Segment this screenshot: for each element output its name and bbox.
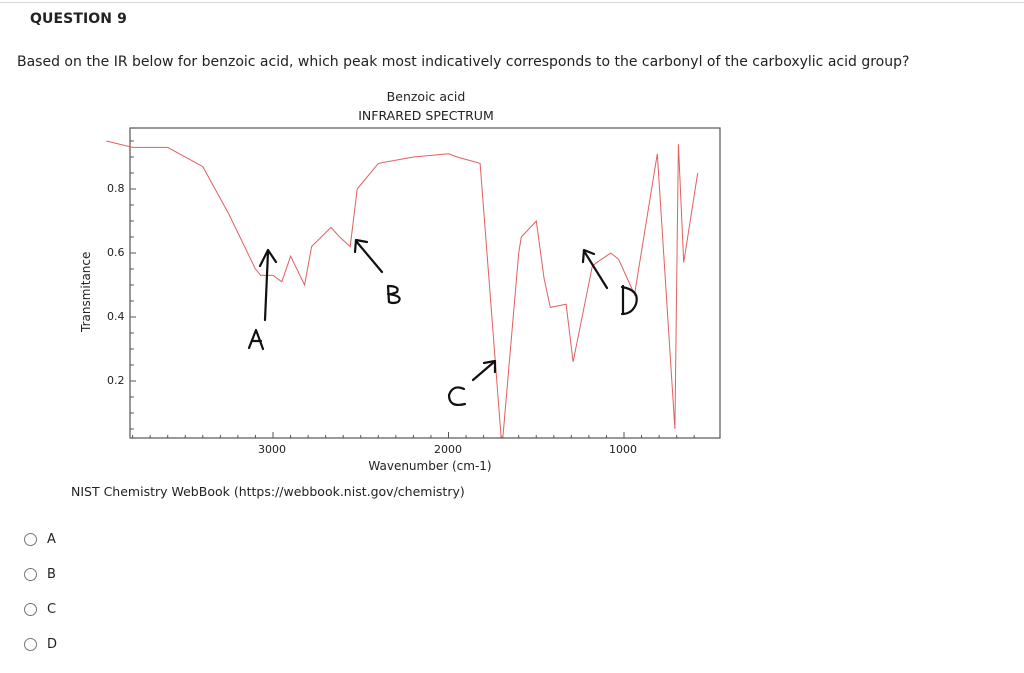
option-label: C xyxy=(47,602,57,617)
option-b[interactable]: B xyxy=(24,557,57,592)
option-a[interactable]: A xyxy=(24,522,57,557)
source-credit: NIST Chemistry WebBook (https://webbook.… xyxy=(71,484,465,499)
option-c[interactable]: C xyxy=(24,592,57,627)
arrow-d-icon xyxy=(582,249,609,290)
spectrum-line xyxy=(106,140,699,438)
chart-title-type: INFRARED SPECTRUM xyxy=(358,108,494,123)
annotation-b xyxy=(353,238,401,305)
question-text: Based on the IR below for benzoic acid, … xyxy=(17,54,910,70)
y-tick-label: 0.2 xyxy=(107,374,125,387)
arrow-c-icon xyxy=(471,360,496,382)
handwritten-letter-c xyxy=(447,386,467,407)
arrow-b-head-icon xyxy=(353,238,369,254)
y-tick-label: 0.6 xyxy=(107,246,125,259)
chart-title-compound: Benzoic acid xyxy=(386,89,466,104)
x-axis-label: Wavenumber (cm-1) xyxy=(368,459,492,473)
radio-button-icon[interactable] xyxy=(24,638,37,651)
annotation-c xyxy=(447,359,497,407)
y-tick-label: 0.8 xyxy=(107,182,125,195)
annotation-d xyxy=(581,248,638,316)
handwritten-letter-d xyxy=(620,284,638,316)
option-label: D xyxy=(47,637,58,652)
x-axis-ticks xyxy=(132,432,695,438)
arrow-d-head-icon xyxy=(581,248,596,264)
arrow-b-icon xyxy=(354,239,384,274)
option-label: A xyxy=(47,532,56,547)
x-tick-label: 2000 xyxy=(434,443,462,456)
annotation-a xyxy=(247,248,278,351)
option-label: B xyxy=(47,567,56,582)
y-axis-ticks xyxy=(130,140,136,430)
x-tick-label: 1000 xyxy=(609,443,637,456)
question-title: QUESTION 9 xyxy=(30,11,127,27)
handwritten-letter-b xyxy=(386,284,401,305)
arrow-a-head-icon xyxy=(258,248,278,268)
radio-button-icon[interactable] xyxy=(24,603,37,616)
handwritten-letter-a xyxy=(247,328,265,351)
y-tick-label: 0.4 xyxy=(107,310,125,323)
x-tick-label: 3000 xyxy=(258,443,286,456)
answer-options: A B C D xyxy=(24,522,57,662)
option-d[interactable]: D xyxy=(24,627,57,662)
top-divider xyxy=(0,2,1024,3)
y-axis-label: Transmitance xyxy=(79,251,93,332)
arrow-c-head-icon xyxy=(482,359,497,374)
plot-frame xyxy=(129,127,721,439)
radio-button-icon[interactable] xyxy=(24,533,37,546)
radio-button-icon[interactable] xyxy=(24,568,37,581)
arrow-a-icon xyxy=(263,250,270,322)
